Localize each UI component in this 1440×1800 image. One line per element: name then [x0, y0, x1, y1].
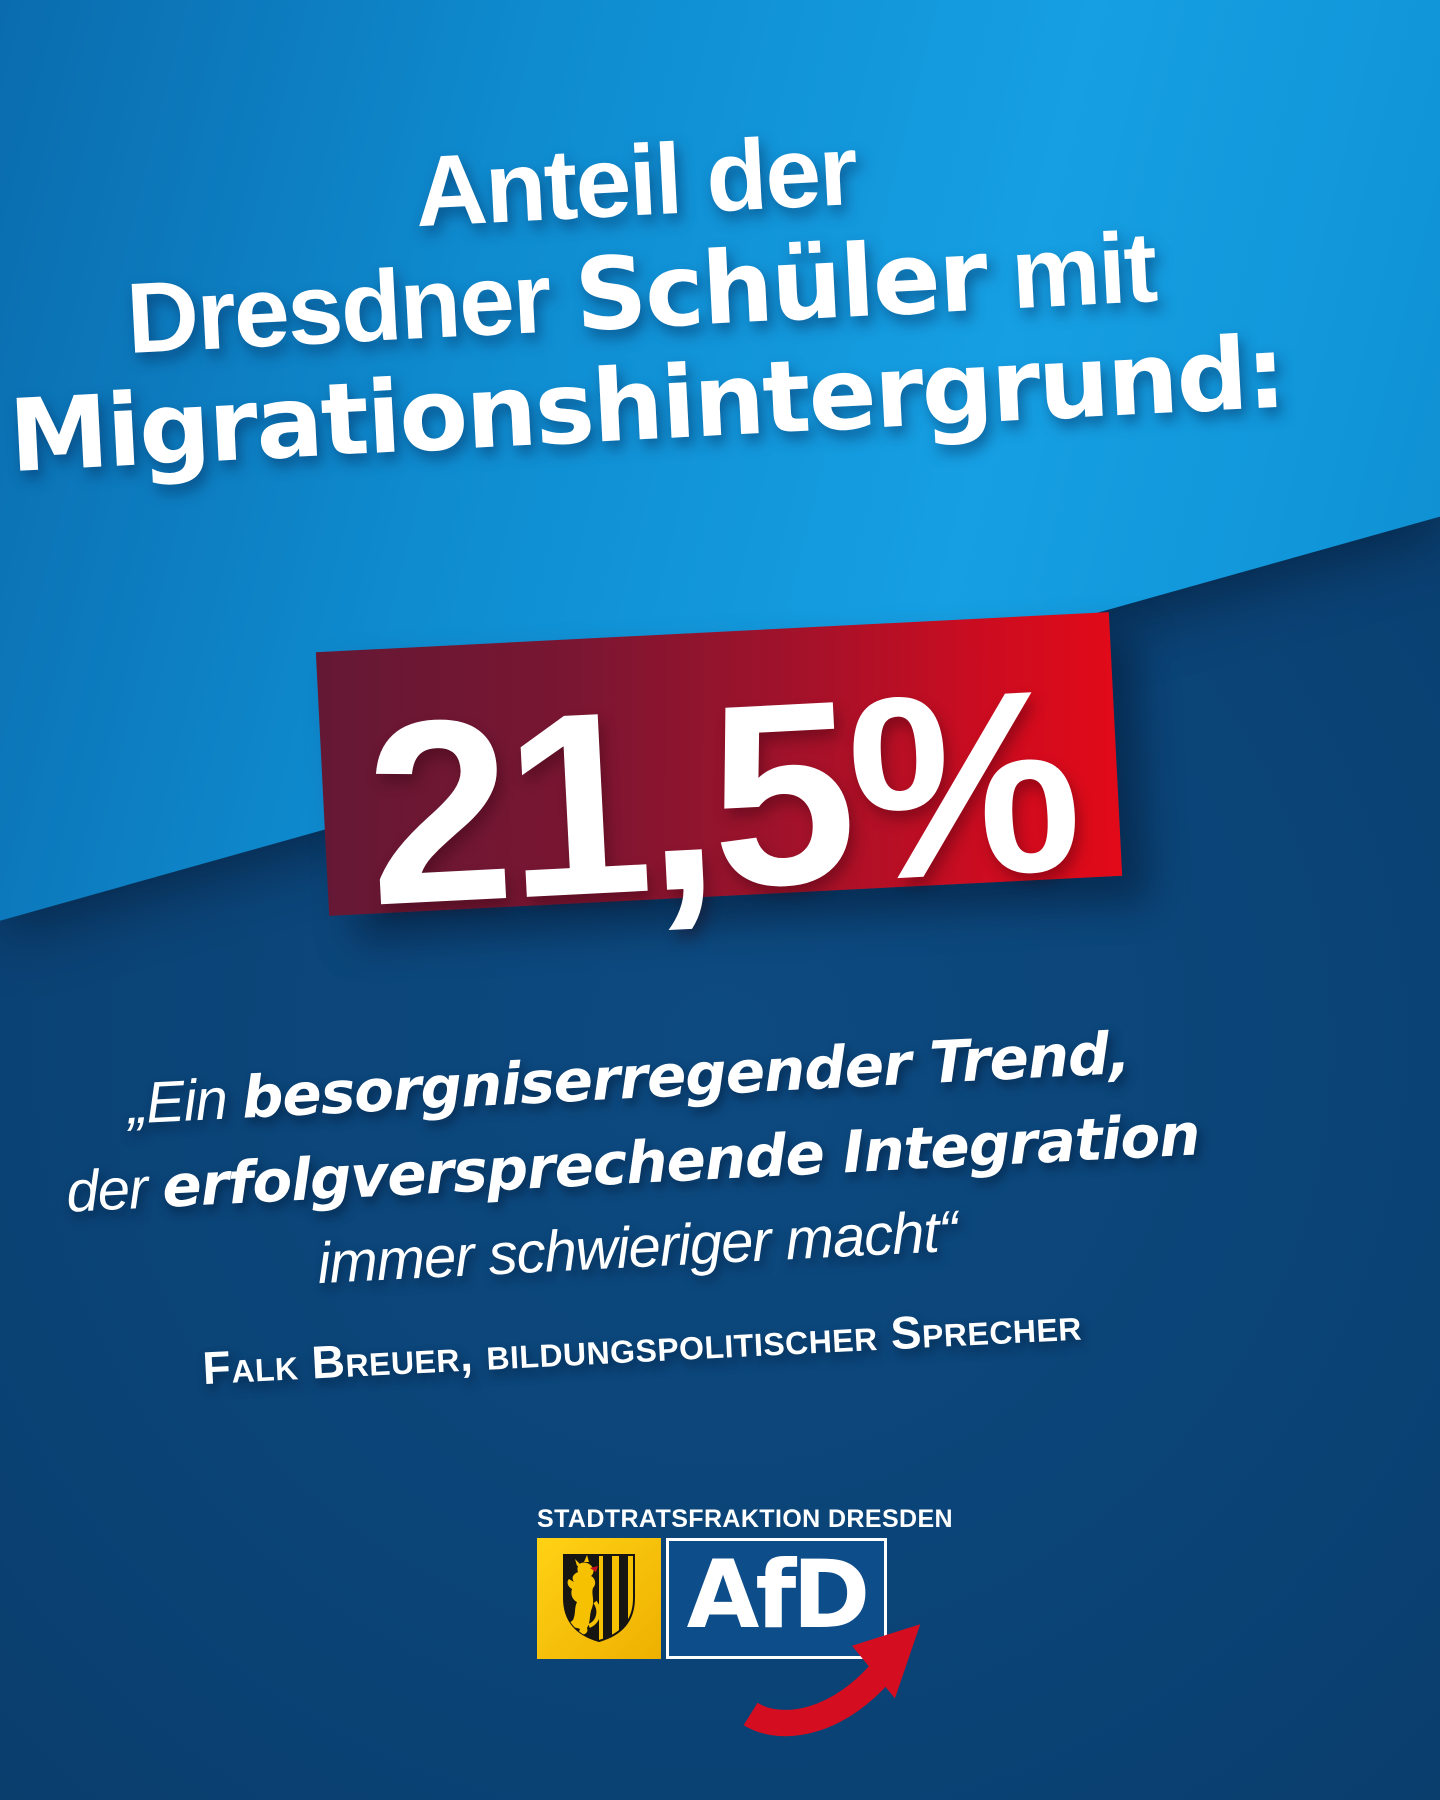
crest-lion: [567, 1555, 601, 1635]
dresden-coat-of-arms-icon: [537, 1538, 661, 1659]
crest-pale-1: [603, 1555, 612, 1641]
logo-org-title: STADTRATSFRAKTION DRESDEN: [537, 1505, 954, 1533]
stat-value: 21,5%: [360, 635, 1082, 961]
crest-pale-2: [619, 1555, 628, 1641]
quote-text: „Ein: [126, 1065, 244, 1137]
logo-row: AfD: [537, 1538, 921, 1737]
afd-logo-box: AfD: [666, 1538, 887, 1659]
logo-block: STADTRATSFRAKTION DRESDEN: [537, 1505, 954, 1737]
stat-banner: 21,5%: [315, 612, 1123, 961]
headline: Anteil der Dresdner Schüler mit Migratio…: [0, 90, 1369, 497]
headline-text: mit: [982, 211, 1159, 332]
afd-arrow-icon: [743, 1624, 921, 1737]
afd-logo-text: AfD: [686, 1540, 871, 1650]
quote-text: der: [64, 1154, 164, 1225]
crest-lion-tongue: [590, 1566, 598, 1572]
